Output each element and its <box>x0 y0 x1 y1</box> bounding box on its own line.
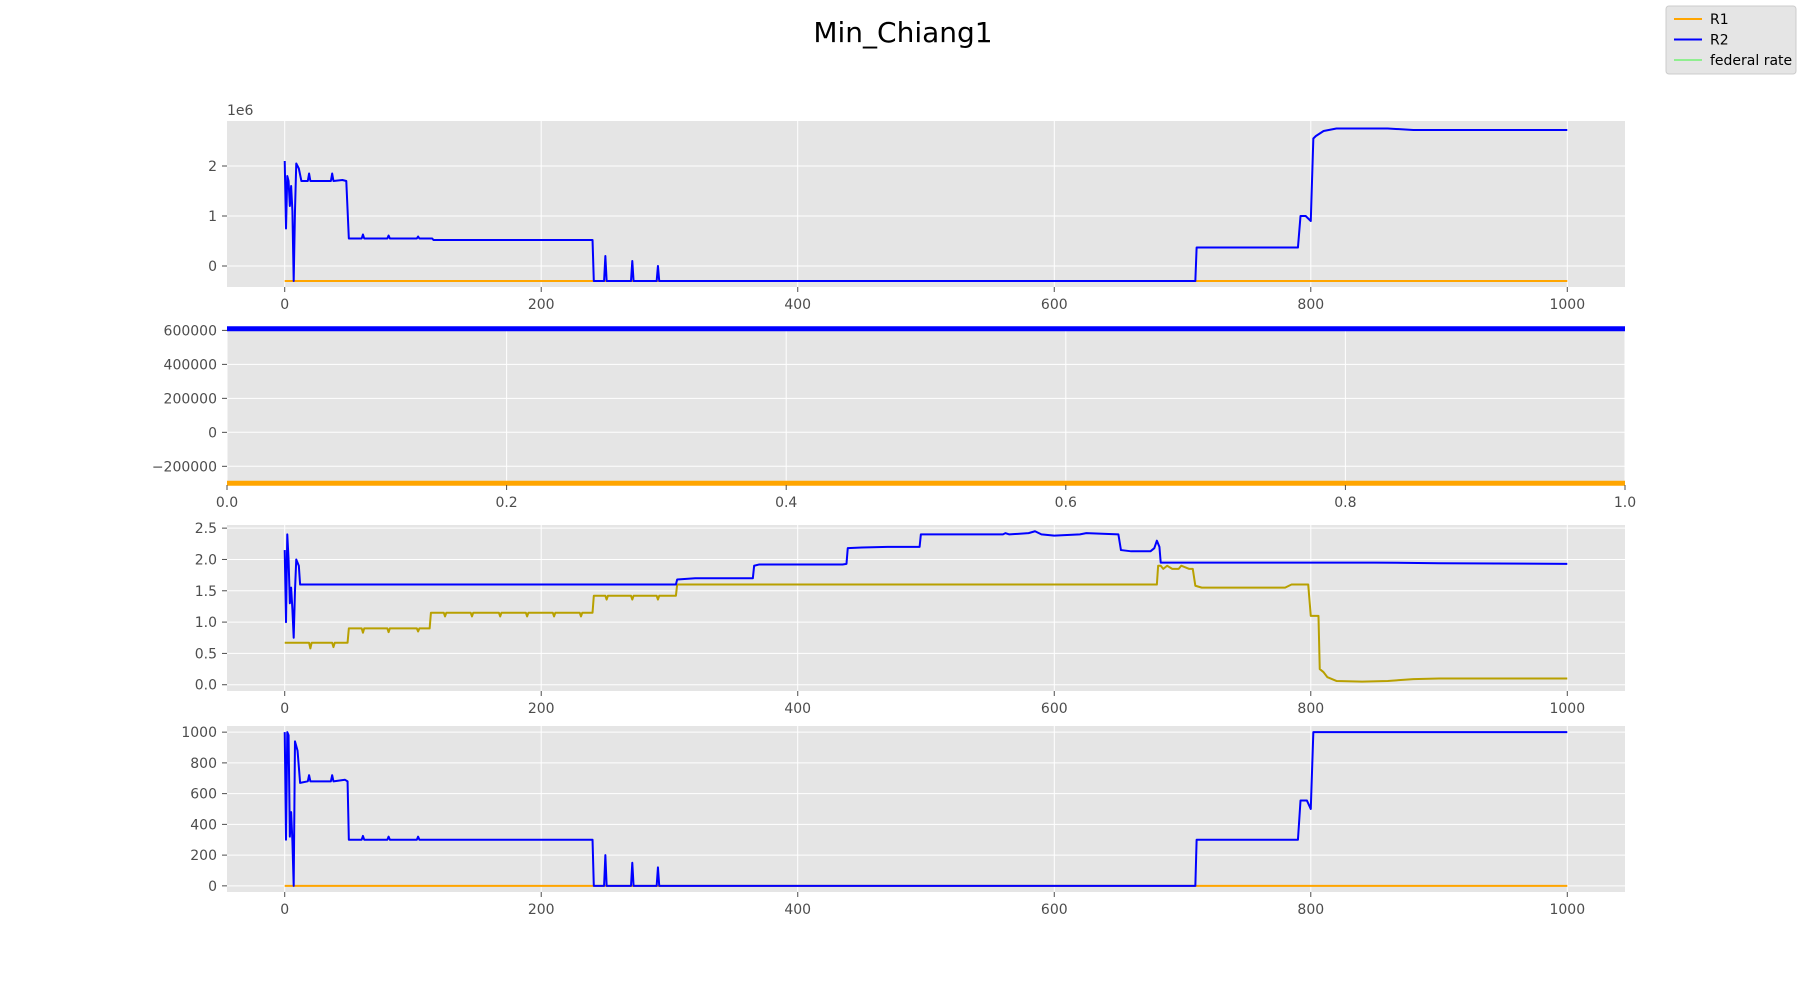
y-tick-label: −200000 <box>152 459 217 475</box>
y-tick-label: 600000 <box>164 323 217 339</box>
x-tick-label: 0.2 <box>495 495 517 511</box>
y-tick-label: 0 <box>208 879 217 895</box>
x-tick-label: 600 <box>1041 701 1068 717</box>
series-line-r2 <box>283 731 1568 887</box>
x-tick-label: 0.0 <box>216 495 238 511</box>
plot-area <box>227 121 1625 287</box>
subplot-3: 0 200 400 600 800 1000 0.0 0.5 1.0 1.5 2.0 2.5 <box>195 521 1625 717</box>
x-tick-label: 800 <box>1297 297 1324 313</box>
y-tick-label: 800 <box>190 756 217 772</box>
y-tick-label: 400 <box>190 817 217 833</box>
x-tick-label: 0 <box>280 701 289 717</box>
plot-area <box>227 525 1625 691</box>
subplot-2: 0.0 0.2 0.4 0.6 0.8 1.0 −200000 0 200000 400000 60… <box>152 323 1636 511</box>
x-tick-label: 600 <box>1041 902 1068 918</box>
series-line-r1 <box>284 564 1568 683</box>
x-tick-label: 1000 <box>1549 902 1585 918</box>
x-tick-label: 400 <box>784 701 811 717</box>
subplot-1: 0 200 400 600 800 1000 0 1 2 1e6 <box>208 103 1625 313</box>
y-tick-label: 200 <box>190 848 217 864</box>
y-tick-label: 1000 <box>181 725 217 741</box>
x-tick-label: 0.8 <box>1334 495 1356 511</box>
x-tick-label: 800 <box>1297 701 1324 717</box>
legend-label: R2 <box>1710 33 1729 49</box>
y-tick-label: 0.5 <box>195 646 217 662</box>
y-tick-label: 400000 <box>164 357 217 373</box>
x-tick-label: 200 <box>528 297 555 313</box>
y-offset-text: 1e6 <box>227 103 254 119</box>
x-tick-label: 800 <box>1297 902 1324 918</box>
series-line-r2 <box>283 530 1568 639</box>
y-tick-label: 1.0 <box>195 615 217 631</box>
x-tick-label: 1.0 <box>1614 495 1636 511</box>
subplot-4: 0 200 400 600 800 1000 0 200 400 600 800 1000 <box>181 725 1625 918</box>
x-tick-label: 600 <box>1041 297 1068 313</box>
y-tick-label: 2 <box>208 159 217 175</box>
x-tick-label: 0 <box>280 297 289 313</box>
plot-area <box>227 327 1625 485</box>
legend-label: R1 <box>1710 12 1729 28</box>
y-tick-label: 600 <box>190 787 217 803</box>
x-tick-label: 0.6 <box>1055 495 1077 511</box>
y-tick-label: 0 <box>208 259 217 275</box>
x-tick-label: 400 <box>784 902 811 918</box>
x-tick-label: 0 <box>280 902 289 918</box>
y-tick-label: 0.0 <box>195 678 217 694</box>
plot-area <box>227 726 1625 892</box>
x-tick-label: 0.4 <box>775 495 797 511</box>
figure-title: Min_Chiang1 <box>813 16 992 49</box>
y-tick-label: 1 <box>208 209 217 225</box>
x-tick-label: 1000 <box>1549 701 1585 717</box>
y-tick-label: 1.5 <box>195 584 217 600</box>
y-tick-label: 2.5 <box>195 521 217 537</box>
y-tick-label: 0 <box>208 425 217 441</box>
x-tick-label: 200 <box>528 902 555 918</box>
y-tick-label: 200000 <box>164 391 217 407</box>
y-tick-label: 2.0 <box>195 553 217 569</box>
legend-frame <box>1665 5 1797 75</box>
legend: R1 R2 federal rate <box>1665 5 1797 75</box>
legend-label: federal rate <box>1710 53 1792 69</box>
x-tick-label: 400 <box>784 297 811 313</box>
series-line-r2 <box>283 127 1568 282</box>
x-tick-label: 200 <box>528 701 555 717</box>
x-tick-label: 1000 <box>1549 297 1585 313</box>
